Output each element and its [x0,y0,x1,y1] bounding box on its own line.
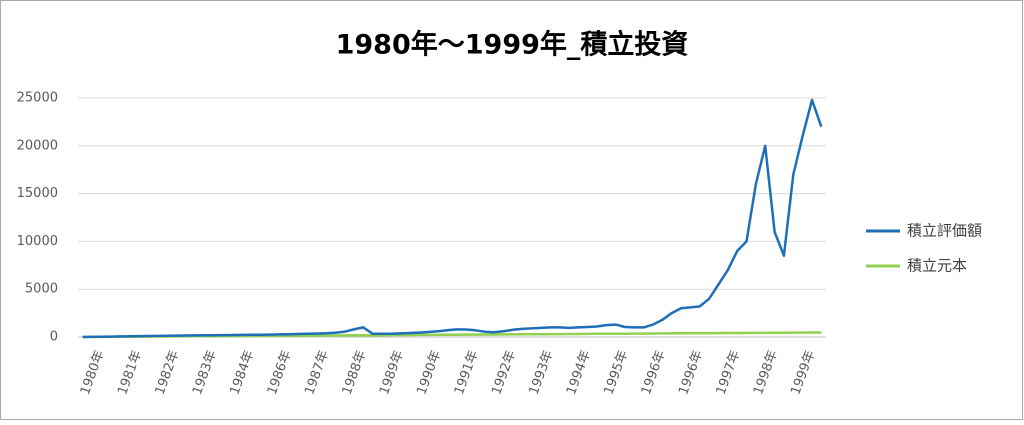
y-tick-label: 15000 [17,186,58,201]
chart-title: 1980年～1999年_積立投資 [336,29,689,61]
legend-label: 積立評価額 [907,222,982,240]
y-tick-label: 10000 [17,234,58,249]
y-tick-label: 25000 [17,91,58,106]
y-tick-label: 0 [50,330,58,345]
y-tick-label: 20000 [17,138,58,153]
legend-label: 積立元本 [907,257,967,275]
y-tick-label: 5000 [25,282,58,297]
series-line [82,98,823,339]
